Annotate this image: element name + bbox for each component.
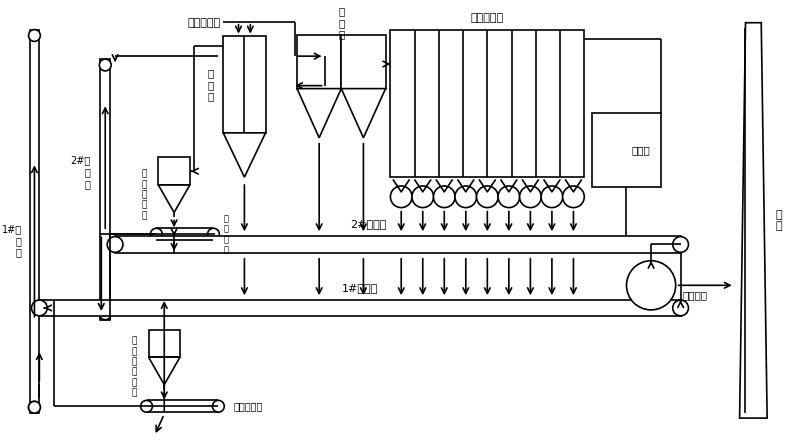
Text: 烟
囱: 烟 囱 xyxy=(775,209,782,231)
Text: 2#斗
提
机: 2#斗 提 机 xyxy=(70,156,90,189)
Circle shape xyxy=(673,300,689,316)
Polygon shape xyxy=(158,185,190,213)
Circle shape xyxy=(626,261,676,310)
Bar xyxy=(115,236,681,253)
Text: 变频器: 变频器 xyxy=(632,145,650,155)
Text: 称
重
式
回
仓: 称 重 式 回 仓 xyxy=(141,169,146,220)
Polygon shape xyxy=(740,23,767,418)
Polygon shape xyxy=(149,357,180,385)
Circle shape xyxy=(541,186,562,208)
Text: 过
滤
仓: 过 滤 仓 xyxy=(338,6,345,39)
Circle shape xyxy=(673,237,689,252)
Bar xyxy=(100,59,110,320)
Circle shape xyxy=(455,186,477,208)
Text: 增压风机: 增压风机 xyxy=(683,290,708,300)
Circle shape xyxy=(498,186,520,208)
Bar xyxy=(158,157,190,185)
Text: 1#斗
提
机: 1#斗 提 机 xyxy=(2,224,22,258)
Bar xyxy=(149,329,180,357)
Circle shape xyxy=(99,59,111,71)
Circle shape xyxy=(150,228,162,240)
Bar xyxy=(342,34,386,89)
Polygon shape xyxy=(223,133,266,177)
Text: 2#斗提机: 2#斗提机 xyxy=(350,219,386,229)
Circle shape xyxy=(519,186,542,208)
Circle shape xyxy=(29,30,40,41)
Bar xyxy=(39,300,681,316)
Polygon shape xyxy=(297,89,342,138)
Polygon shape xyxy=(342,89,386,138)
Circle shape xyxy=(29,401,40,413)
Circle shape xyxy=(412,186,434,208)
Bar xyxy=(297,34,342,89)
Text: 称
重
式
中
间
仓: 称 重 式 中 间 仓 xyxy=(131,336,137,397)
Text: 脱
硫
塔: 脱 硫 塔 xyxy=(207,68,214,101)
Text: 电子皮带秤: 电子皮带秤 xyxy=(233,401,262,411)
Circle shape xyxy=(213,400,224,412)
Circle shape xyxy=(107,237,123,252)
Circle shape xyxy=(477,186,498,208)
Circle shape xyxy=(434,186,455,208)
Circle shape xyxy=(562,186,584,208)
Circle shape xyxy=(99,308,111,320)
Circle shape xyxy=(141,400,153,412)
Bar xyxy=(30,30,39,413)
Text: 1#斗提机: 1#斗提机 xyxy=(342,283,378,293)
Text: 水量调节阀: 水量调节阀 xyxy=(187,18,220,28)
Circle shape xyxy=(390,186,412,208)
Text: 电
皮
带
秤: 电 皮 带 秤 xyxy=(223,214,228,254)
Bar xyxy=(223,37,266,133)
Circle shape xyxy=(31,300,47,316)
Circle shape xyxy=(207,228,219,240)
Text: 布袋除尘器: 布袋除尘器 xyxy=(470,13,504,23)
Bar xyxy=(592,113,661,187)
Bar xyxy=(390,30,584,177)
Circle shape xyxy=(29,401,40,413)
